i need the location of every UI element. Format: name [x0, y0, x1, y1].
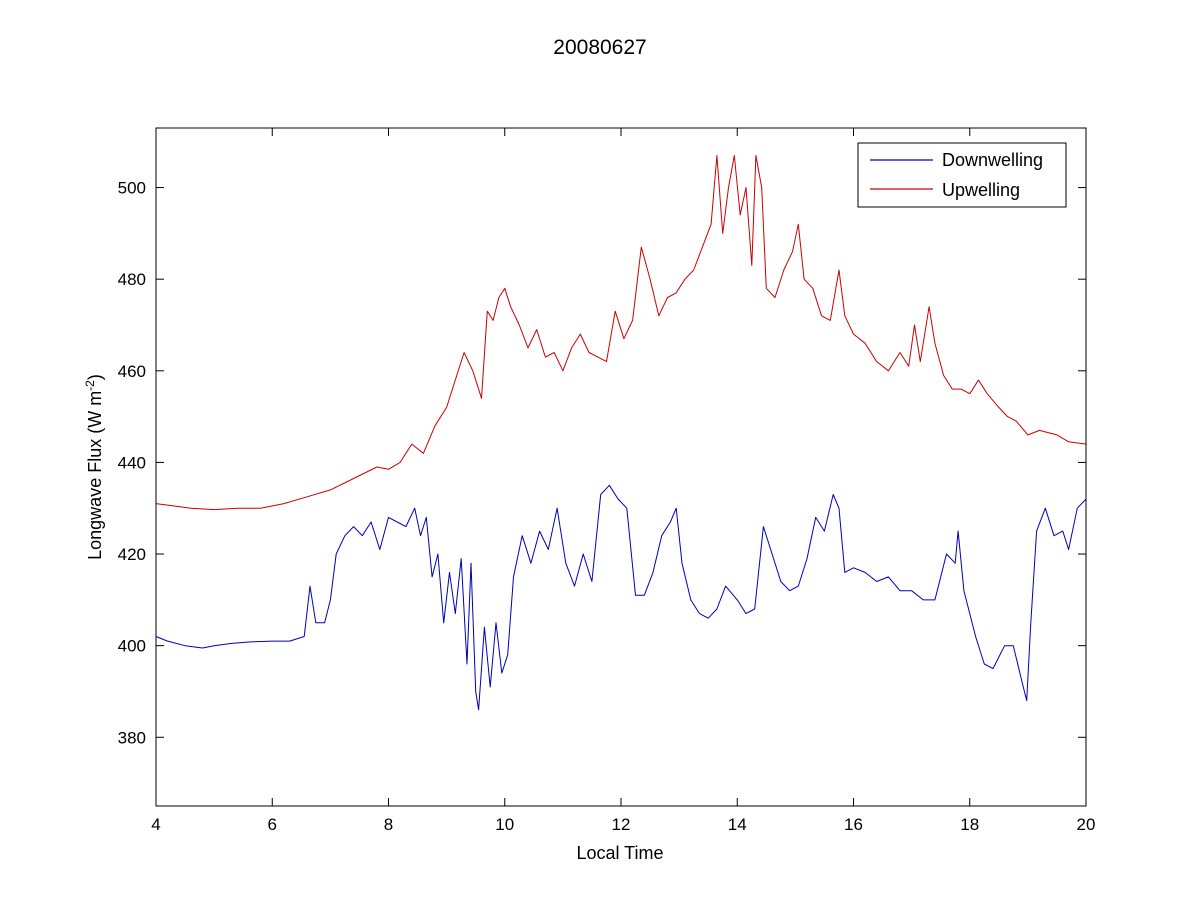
legend-label-downwelling: Downwelling: [942, 150, 1043, 170]
x-tick-label: 8: [384, 815, 393, 834]
y-axis-label: Longwave Flux (W m-2): [83, 374, 105, 560]
x-tick-label: 6: [268, 815, 277, 834]
tick-layer: 4 6 8 10 12 14 16 18 20 380 400 420 440 460 480 500: [118, 128, 1096, 834]
x-tick-label: 20: [1077, 815, 1096, 834]
series-layer: [155, 155, 1087, 711]
y-tick-label: 460: [118, 362, 146, 381]
y-tick-label: 420: [118, 545, 146, 564]
y-tick-label: 500: [118, 179, 146, 198]
x-tick-label: 12: [612, 815, 631, 834]
y-axis-label-main: Longwave Flux (W m: [85, 391, 105, 560]
chart-title: 20080627: [553, 36, 646, 59]
series-line-downwelling: [155, 484, 1087, 711]
plot-frame: [155, 127, 1087, 807]
legend-label-upwelling: Upwelling: [942, 180, 1020, 200]
y-tick-label: 480: [118, 270, 146, 289]
y-tick-label: 380: [118, 728, 146, 747]
y-tick-label: 440: [118, 453, 146, 472]
x-axis-label: Local Time: [576, 843, 663, 863]
legend: Downwelling Upwelling: [857, 142, 1067, 208]
x-tick-label: 14: [728, 815, 747, 834]
y-axis-label-end: ): [85, 374, 105, 380]
y-axis-label-exponent: -2: [83, 380, 97, 391]
series-line-upwelling: [155, 155, 1087, 511]
legend-box: [857, 142, 1067, 208]
y-tick-label: 400: [118, 637, 146, 656]
x-tick-label: 16: [844, 815, 863, 834]
x-tick-label: 10: [495, 815, 514, 834]
plot-area: [156, 128, 1086, 806]
x-tick-label: 4: [151, 815, 160, 834]
x-tick-label: 18: [960, 815, 979, 834]
